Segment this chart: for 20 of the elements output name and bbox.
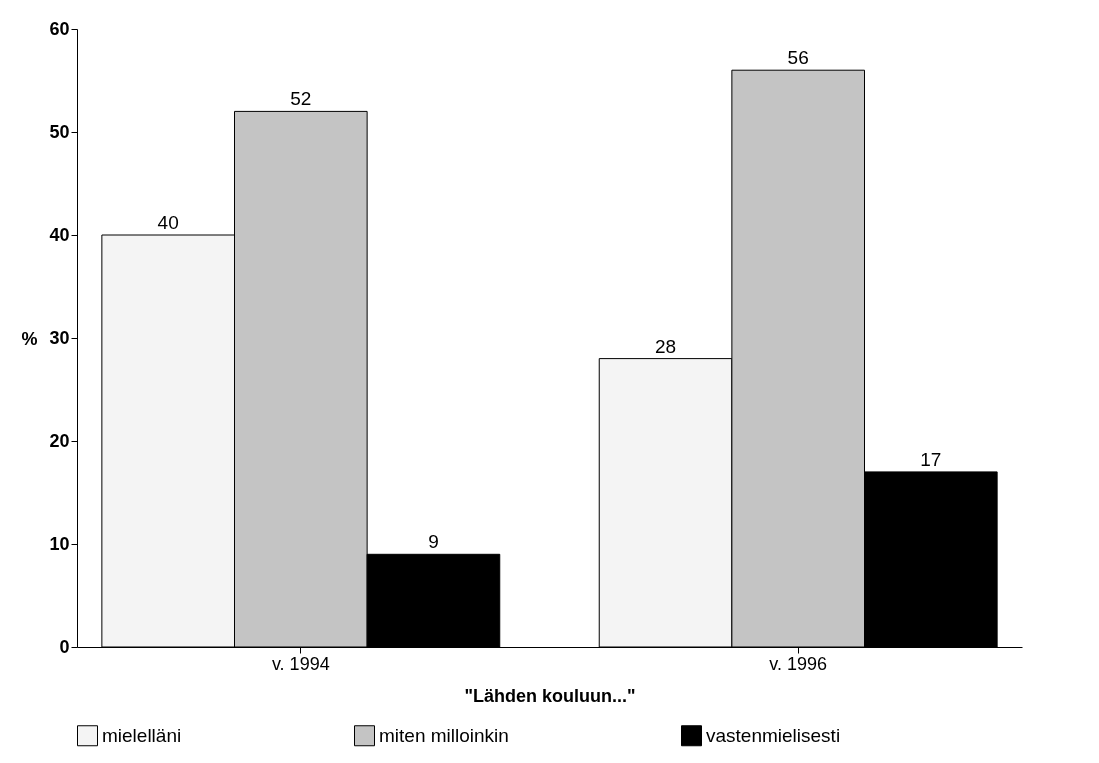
data-label: 28	[654, 335, 677, 357]
legend-label: mielelläni	[102, 724, 182, 746]
y-tick-label: 50	[49, 121, 70, 142]
data-label: 9	[428, 531, 439, 553]
legend-label: miten milloinkin	[379, 724, 509, 746]
data-label: 40	[157, 212, 179, 233]
y-tick-label: 40	[49, 224, 70, 245]
x-axis-title: "Lähden kouluun..."	[464, 685, 636, 706]
legend-label: vastenmielisesti	[706, 724, 841, 746]
y-tick-label: 10	[49, 533, 70, 554]
x-tick-label: v. 1996	[769, 653, 828, 674]
data-label: 52	[290, 88, 312, 110]
y-tick-label: 20	[49, 430, 70, 451]
y-tick-label: 0	[59, 636, 70, 657]
data-label: 17	[920, 448, 942, 470]
y-tick-label: 30	[49, 327, 70, 348]
y-tick-label: 60	[49, 18, 70, 39]
y-axis-title: %	[21, 328, 38, 349]
data-label: 56	[787, 47, 809, 69]
x-tick-label: v. 1994	[271, 653, 330, 674]
